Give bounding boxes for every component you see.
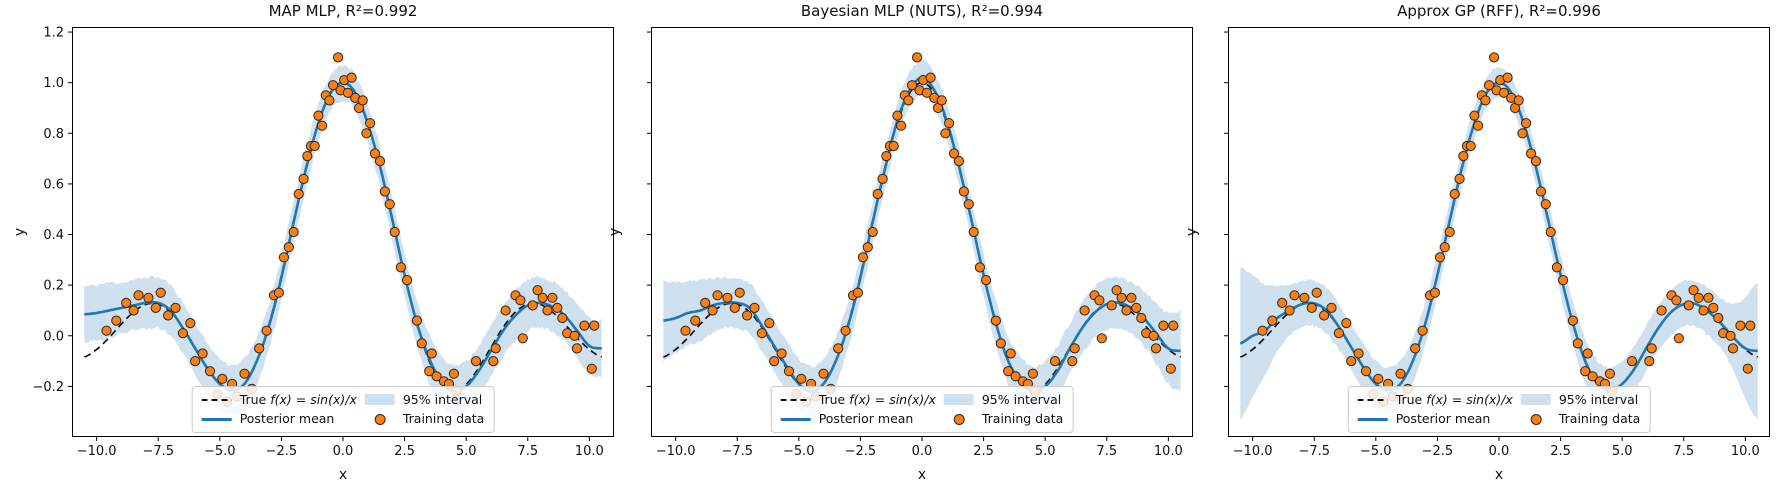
svg-text:0.8: 0.8 (43, 127, 64, 142)
chart-canvas: −10.0 −7.5 −5.0 −2.5 0.0 2.5 5.0 7.5 10.0 (647, 27, 1193, 459)
svg-text:10.0: 10.0 (1731, 444, 1760, 459)
svg-text:−5.0: −5.0 (783, 444, 815, 459)
svg-text:7.5: 7.5 (1673, 444, 1694, 459)
x-axis-label: x (338, 467, 348, 483)
true-line-sample (1357, 398, 1388, 401)
subplot-title: Approx GP (RFF), R²=0.996 (1397, 2, 1601, 20)
svg-text:−2.5: −2.5 (1422, 444, 1454, 459)
legend-true-math: f(x) = sin(x)/x (270, 391, 357, 407)
svg-text:0.4: 0.4 (43, 228, 64, 243)
training-data-sample (1530, 413, 1542, 425)
svg-text:−10.0: −10.0 (656, 444, 696, 459)
svg-text:1.2: 1.2 (43, 26, 64, 41)
legend-label-mean: Posterior mean (239, 411, 335, 427)
legend-label-true: True f(x) = sin(x)/x (240, 392, 357, 408)
y-axis-label: y (607, 227, 624, 237)
svg-text:5.0: 5.0 (1612, 444, 1633, 459)
training-data-sample (953, 413, 965, 425)
legend-true-math: f(x) = sin(x)/x (1426, 391, 1513, 407)
legend-label-interval: 95% interval (981, 391, 1062, 407)
interval-sample (1520, 394, 1551, 406)
true-line-sample (201, 398, 232, 401)
subplot-title: MAP MLP, R²=0.992 (268, 2, 418, 20)
legend: True f(x) = sin(x)/x 95% interval Poster… (1347, 385, 1651, 433)
x-axis-label: x (1494, 467, 1504, 483)
legend-label-data: Training data (981, 411, 1064, 427)
legend-label-mean: Posterior mean (1395, 411, 1491, 427)
chart-canvas: −10.0 −7.5 −5.0 −2.5 0.0 2.5 5.0 7.5 10.0 −0.2 0.0… (32, 26, 614, 459)
legend-label-interval: 95% interval (1558, 391, 1639, 407)
svg-text:0.0: 0.0 (333, 444, 354, 459)
subplot-approx-gp: Approx GP (RFF), R²=0.996 y −10.0 −7.5 −5.… (1184, 2, 1770, 483)
svg-text:0.6: 0.6 (43, 177, 64, 192)
subplot-bayesian-mlp: Bayesian MLP (NUTS), R²=0.994 y −10.0 −7.… (607, 2, 1193, 483)
svg-text:1.0: 1.0 (43, 76, 64, 91)
mean-line-sample (201, 417, 232, 421)
svg-text:0.0: 0.0 (912, 444, 933, 459)
svg-text:−7.5: −7.5 (142, 444, 174, 459)
true-line-sample (780, 398, 811, 401)
subplot-title: Bayesian MLP (NUTS), R²=0.994 (800, 2, 1044, 20)
svg-text:−5.0: −5.0 (204, 444, 236, 459)
training-data-sample (374, 413, 386, 425)
svg-text:10.0: 10.0 (575, 444, 604, 459)
legend-label-mean: Posterior mean (818, 411, 914, 427)
svg-text:2.5: 2.5 (394, 444, 415, 459)
legend-label-data: Training data (402, 411, 485, 427)
legend-label-true: True f(x) = sin(x)/x (1396, 392, 1513, 408)
y-axis-label: y (12, 227, 29, 237)
svg-text:2.5: 2.5 (973, 444, 994, 459)
legend-true-math: f(x) = sin(x)/x (849, 391, 936, 407)
legend-label-true: True f(x) = sin(x)/x (819, 392, 936, 408)
subplot-map-mlp: MAP MLP, R²=0.992 y −10.0 −7.5 −5.0 −2.5 0.0… (12, 2, 614, 483)
mean-line-sample (780, 417, 811, 421)
interval-sample (943, 394, 974, 406)
svg-text:−2.5: −2.5 (845, 444, 877, 459)
legend-label-data: Training data (1558, 411, 1641, 427)
legend: True f(x) = sin(x)/x 95% interval Poster… (770, 385, 1074, 433)
legend-true-prefix: True (1395, 391, 1427, 407)
interval-sample (364, 394, 395, 406)
mean-line-sample (1357, 417, 1388, 421)
svg-text:−7.5: −7.5 (721, 444, 753, 459)
svg-text:0.2: 0.2 (43, 279, 64, 294)
svg-text:5.0: 5.0 (456, 444, 477, 459)
svg-text:2.5: 2.5 (1550, 444, 1571, 459)
legend-label-interval: 95% interval (402, 391, 483, 407)
svg-text:0.0: 0.0 (43, 329, 64, 344)
svg-text:5.0: 5.0 (1035, 444, 1056, 459)
y-axis-label: y (1184, 227, 1201, 237)
svg-text:7.5: 7.5 (1096, 444, 1117, 459)
chart-canvas: −10.0 −7.5 −5.0 −2.5 0.0 2.5 5.0 7.5 10.0 (1224, 27, 1770, 459)
legend: True f(x) = sin(x)/x 95% interval Poster… (191, 385, 495, 433)
svg-text:−2.5: −2.5 (266, 444, 298, 459)
svg-text:−10.0: −10.0 (77, 444, 117, 459)
svg-text:10.0: 10.0 (1154, 444, 1183, 459)
svg-text:−10.0: −10.0 (1233, 444, 1273, 459)
svg-text:−5.0: −5.0 (1360, 444, 1392, 459)
svg-text:−7.5: −7.5 (1298, 444, 1330, 459)
svg-text:7.5: 7.5 (517, 444, 538, 459)
svg-text:−0.2: −0.2 (32, 380, 64, 395)
legend-true-prefix: True (239, 391, 271, 407)
svg-text:0.0: 0.0 (1489, 444, 1510, 459)
legend-true-prefix: True (818, 391, 850, 407)
x-axis-label: x (917, 467, 927, 483)
